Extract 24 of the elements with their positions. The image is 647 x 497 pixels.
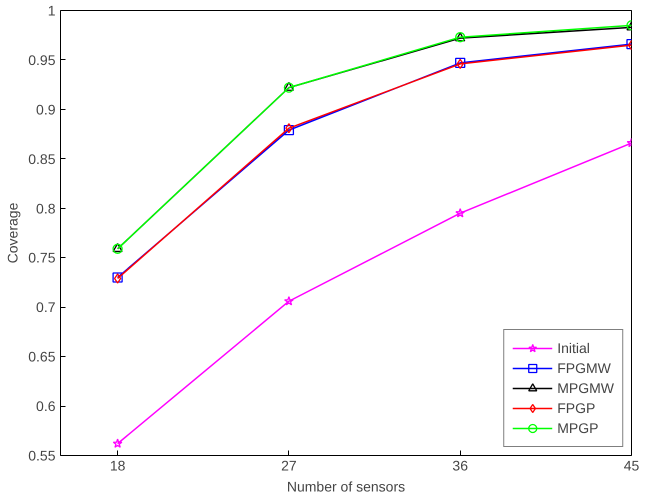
y-tick-label: 0.65 (28, 348, 56, 365)
y-tick-label: 0.6 (36, 398, 56, 414)
legend-label: Initial (557, 340, 590, 356)
y-tick-label: 0.7 (36, 299, 56, 316)
y-tick-label: 0.85 (28, 150, 56, 167)
legend-label: FPGMW (557, 360, 611, 376)
y-tick-label: 0.75 (28, 250, 56, 266)
x-tick-label: 18 (110, 458, 126, 474)
x-tick-label: 36 (452, 458, 468, 474)
x-tick-label: 27 (281, 458, 297, 474)
point (455, 208, 466, 218)
y-tick-label: 0.9 (36, 101, 56, 118)
legend-label: MPGMW (557, 380, 614, 396)
point (112, 438, 123, 448)
y-tick-label: 0.55 (28, 448, 56, 464)
x-tick-label: 45 (624, 458, 640, 474)
y-tick-label: 0.8 (36, 200, 56, 216)
y-tick-label: 1 (48, 2, 56, 18)
x-axis-title: Number of sensors (286, 478, 406, 494)
legend-label: MPGP (557, 420, 598, 436)
y-axis-title: Coverage (4, 202, 20, 264)
y-tick-label: 0.95 (28, 52, 56, 68)
legend-label: FPGP (557, 400, 596, 416)
point (284, 296, 294, 306)
